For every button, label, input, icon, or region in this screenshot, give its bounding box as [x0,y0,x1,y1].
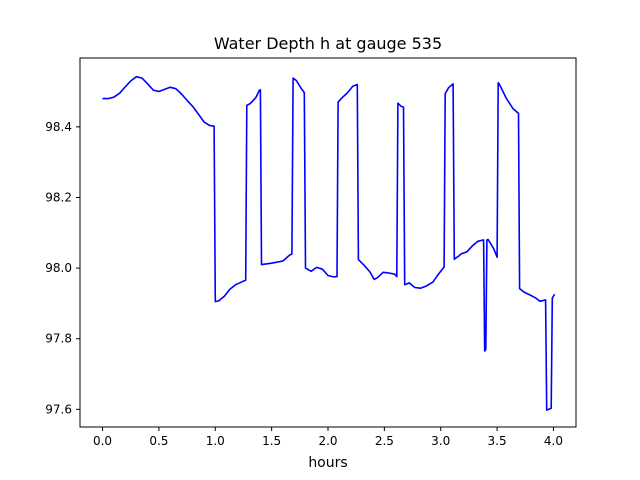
x-axis: 0.0 0.5 1.0 1.5 2.0 2.5 3.0 3.5 4.0 [93,427,563,448]
y-axis: 97.6 97.8 98.0 98.2 98.4 [45,120,80,416]
plot-lines [102,75,556,411]
y-tick-label: 98.2 [45,190,72,204]
x-tick-label: 4.0 [544,434,563,448]
x-tick-label: 3.0 [431,434,450,448]
y-tick-label: 97.6 [45,402,72,416]
x-tick-label: 0.5 [149,434,168,448]
x-tick-label: 2.5 [375,434,394,448]
y-tick-label: 98.4 [45,120,72,134]
y-tick-label: 98.0 [45,261,72,275]
chart-title: Water Depth h at gauge 535 [214,34,442,53]
x-tick-label: 2.0 [318,434,337,448]
y-tick-label: 97.8 [45,332,72,346]
x-axis-label: hours [308,455,347,471]
x-tick-label: 1.0 [206,434,225,448]
x-tick-label: 1.5 [262,434,281,448]
x-tick-label: 0.0 [93,434,112,448]
series-line-0 [102,75,556,411]
x-tick-label: 3.5 [488,434,507,448]
